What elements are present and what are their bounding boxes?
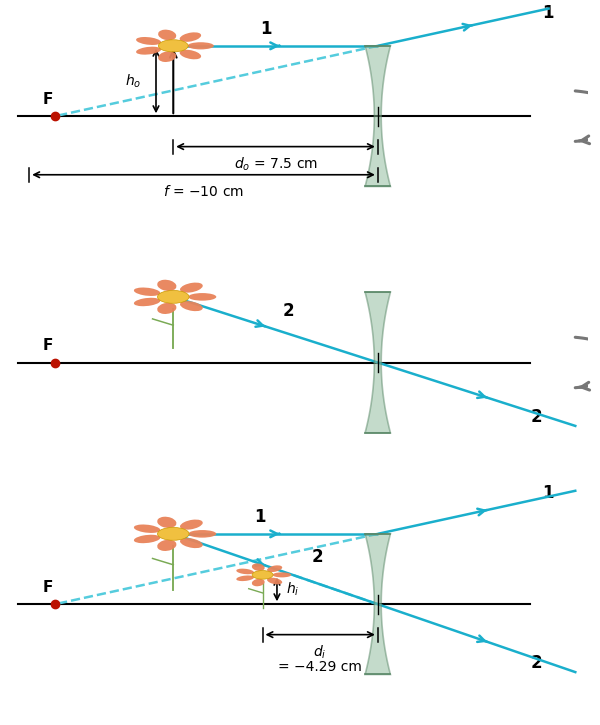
Text: 1: 1 bbox=[260, 20, 271, 38]
Ellipse shape bbox=[157, 539, 176, 551]
Ellipse shape bbox=[267, 566, 282, 572]
Text: 1: 1 bbox=[542, 484, 553, 502]
Ellipse shape bbox=[158, 30, 176, 41]
Polygon shape bbox=[365, 46, 391, 186]
Text: 2: 2 bbox=[311, 548, 323, 566]
Ellipse shape bbox=[134, 535, 160, 543]
Ellipse shape bbox=[236, 568, 254, 574]
Circle shape bbox=[252, 571, 273, 579]
Ellipse shape bbox=[236, 576, 254, 581]
Ellipse shape bbox=[136, 37, 161, 45]
Text: 2: 2 bbox=[530, 654, 542, 672]
Polygon shape bbox=[365, 292, 391, 433]
Circle shape bbox=[158, 527, 189, 540]
Ellipse shape bbox=[157, 280, 176, 291]
Ellipse shape bbox=[180, 520, 203, 530]
Ellipse shape bbox=[187, 42, 214, 49]
Text: 2: 2 bbox=[283, 302, 295, 320]
Ellipse shape bbox=[252, 579, 265, 587]
Polygon shape bbox=[365, 534, 391, 674]
Ellipse shape bbox=[136, 46, 161, 54]
Ellipse shape bbox=[157, 517, 176, 528]
Ellipse shape bbox=[134, 298, 160, 306]
Circle shape bbox=[158, 291, 189, 303]
Text: 1: 1 bbox=[542, 4, 553, 22]
Text: $h_i$: $h_i$ bbox=[286, 581, 299, 598]
Circle shape bbox=[158, 40, 188, 52]
Ellipse shape bbox=[188, 293, 217, 301]
Text: $h_o$: $h_o$ bbox=[125, 72, 142, 90]
Text: F: F bbox=[43, 338, 53, 353]
Ellipse shape bbox=[134, 288, 160, 296]
Ellipse shape bbox=[158, 51, 176, 62]
Ellipse shape bbox=[180, 538, 203, 548]
Text: 2: 2 bbox=[530, 407, 542, 426]
Text: $d_o$ = 7.5 cm: $d_o$ = 7.5 cm bbox=[233, 156, 317, 173]
Ellipse shape bbox=[134, 524, 160, 533]
Ellipse shape bbox=[157, 303, 176, 314]
Ellipse shape bbox=[188, 530, 217, 538]
Ellipse shape bbox=[180, 301, 203, 311]
Ellipse shape bbox=[272, 572, 291, 577]
Ellipse shape bbox=[252, 563, 265, 571]
Ellipse shape bbox=[180, 283, 203, 293]
Text: $d_i$: $d_i$ bbox=[313, 644, 327, 661]
Ellipse shape bbox=[179, 33, 201, 42]
Text: 1: 1 bbox=[254, 508, 265, 526]
Ellipse shape bbox=[267, 578, 282, 584]
Text: F: F bbox=[43, 92, 53, 107]
Text: = −4.29 cm: = −4.29 cm bbox=[278, 660, 362, 674]
Text: F: F bbox=[43, 580, 53, 594]
Ellipse shape bbox=[179, 50, 201, 59]
Text: $f$ = −10 cm: $f$ = −10 cm bbox=[163, 184, 244, 199]
